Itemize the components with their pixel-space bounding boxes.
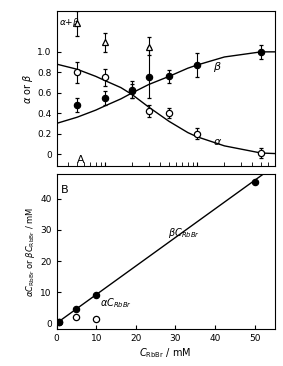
Text: $\beta C_{\mathregular{RbBr}}$: $\beta C_{\mathregular{RbBr}}$ xyxy=(168,226,200,240)
Y-axis label: $\alpha$ or $\beta$: $\alpha$ or $\beta$ xyxy=(21,73,35,104)
Text: $\beta$: $\beta$ xyxy=(213,60,222,74)
Text: $\alpha$: $\alpha$ xyxy=(213,137,222,147)
Text: A: A xyxy=(77,155,85,165)
Text: B: B xyxy=(61,185,68,195)
Text: $\alpha C_{\mathregular{RbBr}}$: $\alpha C_{\mathregular{RbBr}}$ xyxy=(100,296,132,310)
Text: $\alpha$+$\beta$: $\alpha$+$\beta$ xyxy=(59,16,80,29)
Y-axis label: $\alpha C_{\mathregular{RbBr}}$ or $\beta C_{\mathregular{RbBr}}$ / mM: $\alpha C_{\mathregular{RbBr}}$ or $\bet… xyxy=(24,207,37,297)
X-axis label: $C_{\mathregular{RbBr}}$ / mM: $C_{\mathregular{RbBr}}$ / mM xyxy=(140,346,192,360)
